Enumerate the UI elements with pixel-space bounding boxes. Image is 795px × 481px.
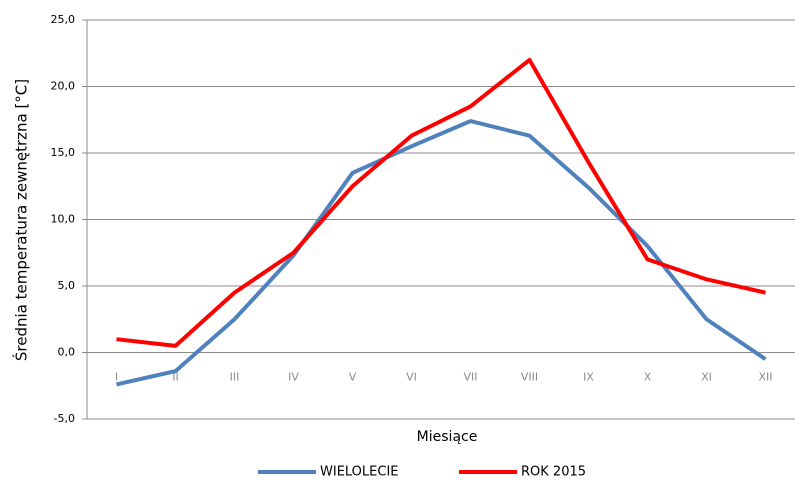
y-tick-label: 20,0 (51, 80, 76, 93)
y-tick-label: -5,0 (54, 412, 75, 425)
y-tick-label: 15,0 (51, 146, 76, 159)
line-series (116, 119, 767, 387)
x-tick-label: II (172, 371, 179, 384)
x-tick-label: VIII (521, 371, 538, 384)
x-axis-title: Miesiące (417, 429, 478, 445)
legend-label: ROK 2015 (521, 465, 586, 480)
x-tick-label: V (349, 371, 357, 384)
y-tick-label: 5,0 (58, 279, 76, 292)
y-tick-label: 0,0 (58, 346, 76, 359)
x-tick-label: III (230, 371, 240, 384)
x-tick-label: X (644, 371, 652, 384)
x-tick-label: VI (406, 371, 417, 384)
y-axis-title: Średnia temperatura zewnętrzna [°C] (12, 79, 31, 361)
legend-label: WIELOLECIE (320, 465, 399, 480)
y-tick-label: 25,0 (51, 13, 76, 26)
x-tick-label: XII (758, 371, 772, 384)
line-series (116, 57, 766, 348)
x-tick-label: IX (583, 371, 594, 384)
x-tick-label: XI (701, 371, 712, 384)
x-tick-label: I (115, 371, 118, 384)
x-tick-label: IV (288, 371, 299, 384)
y-tick-label: 10,0 (51, 213, 76, 226)
x-tick-label: VII (463, 371, 477, 384)
